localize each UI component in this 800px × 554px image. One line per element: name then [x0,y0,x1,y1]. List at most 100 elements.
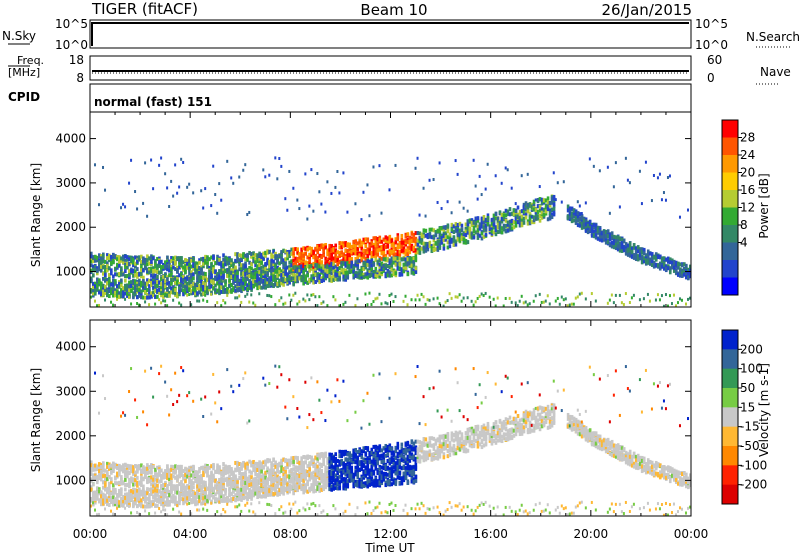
power-cell [148,278,151,283]
power-cell [160,265,163,270]
power-cell [344,268,348,273]
velocity-cell [90,504,92,508]
power-cell [222,286,225,291]
power-cell [242,286,245,291]
power-cell [584,219,588,224]
power-cell [326,268,329,273]
power-cell [148,295,151,300]
power-cell [408,261,412,266]
power-cell [176,292,179,297]
velocity-cell [150,463,153,468]
power-cell [376,252,380,257]
power-cell [358,268,362,273]
power-cell [390,292,393,296]
power-cell [296,275,299,280]
power-cell [366,303,369,307]
power-cell [106,256,109,261]
velocity-cell [166,464,169,469]
power-cell [480,220,484,225]
power-cell [204,289,207,294]
power-cell [192,287,195,292]
power-cell [270,258,273,263]
power-cell [238,262,241,267]
power-cell [162,274,165,279]
power-cell [104,273,107,278]
power-cell [182,292,185,297]
power-cell [418,236,422,241]
power-cell [414,166,417,170]
velocity-cell [166,484,169,489]
power-cell [330,261,334,266]
power-cell [604,240,608,245]
power-cell [386,264,390,269]
power-cell [192,285,195,290]
power-cell [378,262,382,267]
velocity-cell [188,469,191,474]
power-cell [378,258,382,263]
power-cell [508,212,512,217]
power-cell [324,210,327,214]
velocity-cell [108,492,111,497]
power-cell [402,248,406,253]
power-cell [334,269,338,274]
power-cell [160,259,163,264]
velocity-cell [146,487,149,492]
power-cell [352,240,356,245]
power-cell [164,299,167,303]
power-cell [150,291,153,296]
power-cell [124,269,127,274]
power-cell [278,270,281,275]
power-cell [238,279,241,284]
velocity-cell [128,497,131,502]
power-cell [546,217,550,222]
power-cell [124,291,127,296]
power-cell [100,264,103,269]
power-cell [290,276,293,281]
power-cell [312,249,315,254]
power-cell [344,263,348,268]
power-cell [284,277,287,282]
power-cell [318,295,321,299]
power-cell [184,279,187,284]
velocity-cell [148,493,151,498]
power-cell [392,299,395,303]
power-cell [428,178,431,182]
power-cell [196,286,199,291]
velocity-cell [156,488,159,493]
power-cell [444,235,448,240]
velocity-cell [162,483,165,488]
velocity-cell [120,500,123,505]
power-cell [316,259,319,264]
power-cell [144,161,147,165]
power-cell [340,264,344,269]
velocity-cell [122,499,125,504]
power-cell [492,225,496,230]
power-cell [178,262,181,267]
power-cell [150,278,153,283]
power-cell [128,262,131,267]
power-cell [218,259,221,264]
power-cell [396,266,400,271]
power-cell [446,200,449,204]
velocity-cell [134,398,137,402]
power-cell [646,249,650,254]
power-cell [490,229,494,234]
power-cell [410,256,414,261]
power-cell [120,256,123,261]
power-cell [656,263,660,268]
power-cell [614,235,618,240]
power-cell [266,293,269,297]
velocity-cell [92,497,95,502]
power-cell [276,268,279,273]
power-cell [310,277,313,282]
power-cell [388,234,392,239]
power-cell [250,285,253,290]
power-cell [120,294,123,299]
power-cell [554,198,557,202]
power-cell [184,266,187,271]
power-cell [524,212,528,217]
power-cell [644,258,648,263]
power-cell [90,289,93,294]
power-cell [664,293,667,297]
